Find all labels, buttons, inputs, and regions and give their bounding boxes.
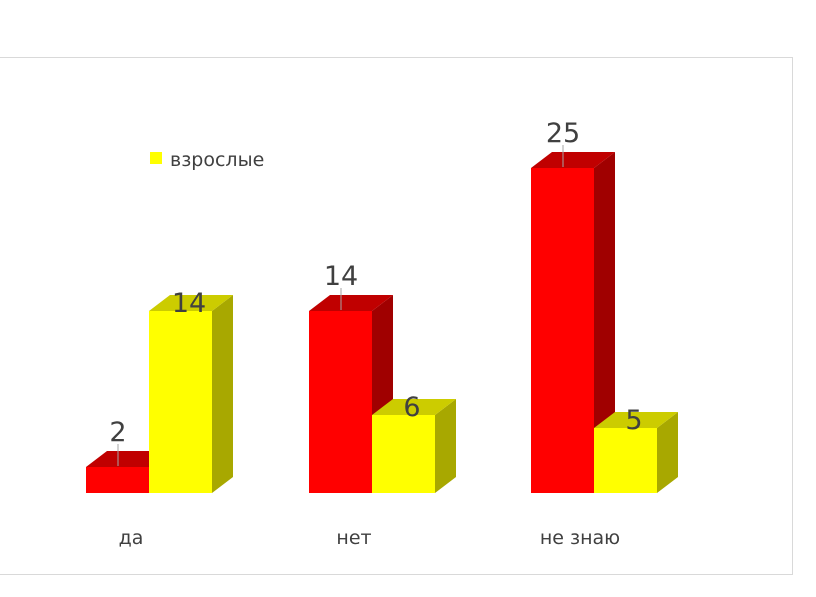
bar: [531, 152, 615, 493]
bar-top: [149, 295, 233, 311]
data-labels: 2 14 14 6 25 5: [109, 118, 643, 466]
bar-top: [372, 399, 456, 415]
data-label: 2: [109, 417, 126, 448]
bar-front: [86, 467, 149, 493]
bar-front: [309, 311, 372, 493]
legend-swatch-adults: [150, 152, 162, 164]
legend-label-adults: взрослые: [170, 149, 264, 171]
chart-frame: [0, 57, 793, 575]
category-label: нет: [336, 527, 371, 549]
legend: взрослые: [150, 149, 264, 171]
data-label: 6: [403, 392, 420, 423]
data-label: 5: [625, 405, 642, 436]
category-labels: да нет не знаю: [119, 527, 621, 549]
bar-front: [531, 168, 594, 493]
bar-side: [657, 412, 678, 493]
bar: [372, 399, 456, 493]
bar-side: [212, 295, 233, 493]
bar-front: [149, 311, 212, 493]
bar-top: [309, 295, 393, 311]
bar: [594, 412, 678, 493]
bar-top: [531, 152, 615, 168]
bar-front: [594, 428, 657, 493]
data-label: 25: [546, 118, 580, 149]
bar-side: [594, 152, 615, 493]
bars: [86, 152, 678, 493]
bar-top: [594, 412, 678, 428]
data-label: 14: [324, 261, 358, 292]
bar-side: [435, 399, 456, 493]
bar: [149, 295, 233, 493]
category-label: да: [119, 527, 144, 549]
category-label: не знаю: [540, 527, 620, 549]
bar-front: [372, 415, 435, 493]
data-label: 14: [172, 288, 206, 319]
